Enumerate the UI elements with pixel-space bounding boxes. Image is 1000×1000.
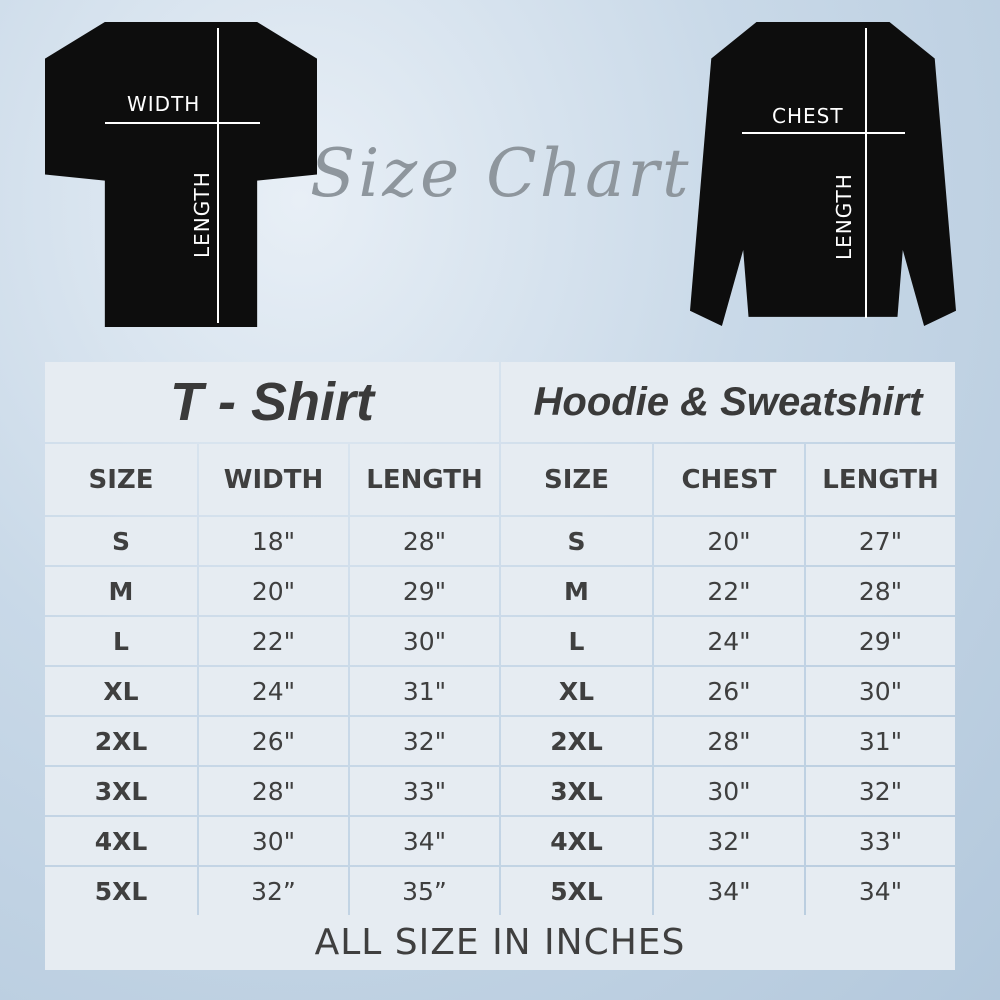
size-cell: S [501,517,652,565]
measurement-cell: 34" [654,867,804,915]
measurement-cell: 30" [350,617,499,665]
size-cell: 2XL [45,717,197,765]
size-cell: 4XL [501,817,652,865]
measurement-cell: 34" [350,817,499,865]
size-cell: 5XL [501,867,652,915]
measurement-cell: 28" [199,767,348,815]
measurement-cell: 26" [199,717,348,765]
column-header: WIDTH [199,444,348,515]
measurement-cell: 29" [350,567,499,615]
measurement-cell: 30" [199,817,348,865]
table-title: Hoodie & Sweatshirt [501,362,955,442]
size-cell: 2XL [501,717,652,765]
length-arrow [217,28,219,323]
measurement-cell: 30" [654,767,804,815]
measurement-cell: 18" [199,517,348,565]
size-cell: XL [501,667,652,715]
measurement-cell: 28" [806,567,955,615]
column-header: SIZE [501,444,652,515]
measurement-cell: 28" [350,517,499,565]
size-cell: S [45,517,197,565]
tshirt-image [45,22,317,327]
measurement-cell: 22" [654,567,804,615]
measurement-cell: 31" [350,667,499,715]
measurement-cell: 33" [806,817,955,865]
measurement-cell: 22" [199,617,348,665]
measurement-cell: 33" [350,767,499,815]
measurement-cell: 26" [654,667,804,715]
table-title: T - Shirt [45,362,499,442]
measurement-cell: 32" [350,717,499,765]
column-header: SIZE [45,444,197,515]
measurement-cell: 20" [199,567,348,615]
length-arrow [865,28,867,318]
sweatshirt-image [690,22,956,326]
chest-label: CHEST [772,104,844,128]
measurement-cell: 31" [806,717,955,765]
size-cell: L [45,617,197,665]
column-header: LENGTH [350,444,499,515]
measurement-cell: 29" [806,617,955,665]
measurement-cell: 32" [806,767,955,815]
size-cell: L [501,617,652,665]
measurement-cell: 27" [806,517,955,565]
measurement-cell: 30" [806,667,955,715]
footer-note: ALL SIZE IN INCHES [45,915,955,970]
measurement-cell: 28" [654,717,804,765]
column-header: CHEST [654,444,804,515]
measurement-cell: 34" [806,867,955,915]
size-cell: M [501,567,652,615]
size-cell: 3XL [45,767,197,815]
size-cell: M [45,567,197,615]
measurement-cell: 35” [350,867,499,915]
measurement-cell: 32" [654,817,804,865]
length-label: LENGTH [832,173,856,260]
chest-arrow [742,132,905,134]
size-cell: XL [45,667,197,715]
size-chart-title: Size Chart [310,135,692,212]
size-cell: 5XL [45,867,197,915]
measurement-cell: 20" [654,517,804,565]
width-arrow [105,122,260,124]
measurement-cell: 24" [199,667,348,715]
size-cell: 3XL [501,767,652,815]
length-label: LENGTH [190,171,214,258]
size-cell: 4XL [45,817,197,865]
width-label: WIDTH [127,92,201,116]
column-header: LENGTH [806,444,955,515]
measurement-cell: 32” [199,867,348,915]
measurement-cell: 24" [654,617,804,665]
